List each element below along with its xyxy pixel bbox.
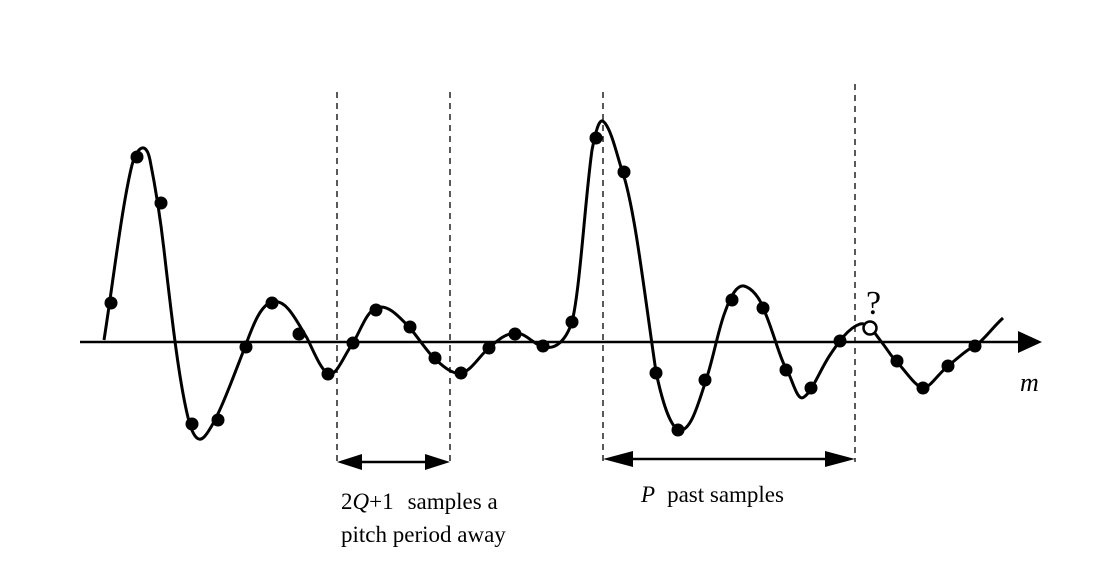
window-left-label-line2: pitch period away	[341, 522, 506, 547]
window-right-label-p: P	[640, 482, 655, 507]
sample-dot	[941, 359, 955, 373]
sample-dot	[104, 296, 118, 310]
sample-dot	[154, 196, 168, 210]
sample-dot	[185, 417, 199, 431]
sample-dot	[403, 320, 417, 334]
sample-dot	[265, 296, 279, 310]
sample-dot	[211, 413, 225, 427]
sample-dot	[292, 327, 306, 341]
axis-label-m: m	[1020, 368, 1039, 397]
sample-dot	[804, 381, 818, 395]
sample-dot	[130, 150, 144, 164]
sample-dot	[536, 339, 550, 353]
window-left-label-q: Q	[353, 489, 370, 514]
window-right-label-text: past samples	[667, 482, 784, 507]
sample-dot	[968, 339, 982, 353]
sample-dot	[369, 303, 383, 317]
window-left-label-line1: 2Q+1 samples a	[341, 489, 498, 514]
sample-dot	[649, 366, 663, 380]
time-axis-arrowhead	[1018, 331, 1042, 353]
sample-dot	[565, 315, 579, 329]
sample-dot	[454, 366, 468, 380]
sample-dot	[890, 354, 904, 368]
question-mark-label: ?	[866, 285, 881, 322]
signal-waveform	[102, 119, 1005, 441]
predicted-sample-dot	[862, 320, 878, 336]
window-left-span-arrow	[337, 454, 450, 470]
sample-dot	[725, 293, 739, 307]
sample-dot	[779, 363, 793, 377]
sample-dot	[508, 327, 522, 341]
sample-dot	[833, 334, 847, 348]
sample-dot	[698, 373, 712, 387]
sample-dot	[321, 367, 335, 381]
sample-dot	[428, 351, 442, 365]
sample-dot	[239, 340, 253, 354]
sample-dot	[756, 301, 770, 315]
sample-dot	[482, 341, 496, 355]
window-left-label-suffix: +1	[369, 489, 393, 514]
sample-dot	[346, 336, 360, 350]
window-left-label-prefix: 2	[341, 489, 353, 514]
sample-dot	[671, 423, 685, 437]
past-sample-dots	[104, 131, 982, 437]
window-right-span-arrow	[603, 451, 855, 467]
sample-dot	[916, 381, 930, 395]
sample-dot	[589, 131, 603, 145]
sample-dot	[617, 165, 631, 179]
window-left-label-text: samples a	[408, 489, 498, 514]
